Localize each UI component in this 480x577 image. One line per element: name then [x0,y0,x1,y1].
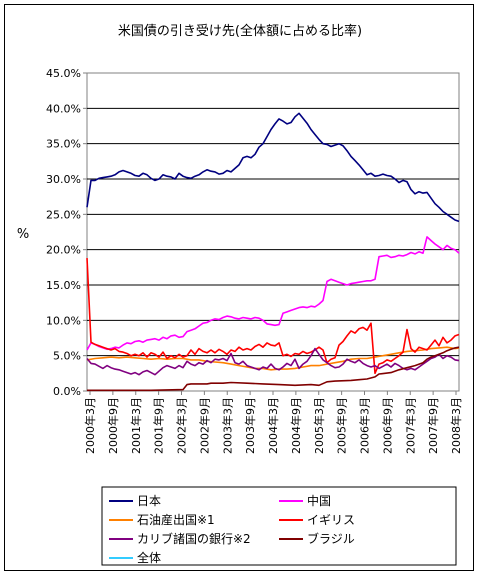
legend-label: イギリス [307,513,355,527]
x-tick-label: 2005年3月 [312,397,326,454]
x-tick-label: 2002年9月 [197,397,211,454]
x-tick-label: 2007年3月 [403,397,417,454]
x-tick-label: 2000年9月 [106,397,120,454]
legend-label: ブラジル [307,531,355,546]
x-tick-label: 2002年3月 [175,397,189,454]
x-tick-label: 2001年3月 [129,397,143,454]
y-tick-label: 0.0% [53,385,81,398]
legend-label: 中国 [307,493,331,508]
x-tick-label: 2000年3月 [83,397,97,454]
x-tick-label: 2003年3月 [220,397,234,454]
x-tick-label: 2007年9月 [426,397,440,454]
y-tick-label: 40.0% [46,102,81,115]
series-line-中国 [86,236,460,351]
y-tick-label: 45.0% [46,67,81,80]
x-tick-label: 2006年3月 [358,397,372,454]
y-tick-label: 25.0% [46,208,81,221]
series-line-ブラジル [87,346,460,392]
legend-label: 全体 [137,550,161,565]
series-line-カリブ諸国の銀行※2 [86,347,460,376]
legend-label: 石油産出国※1 [137,512,215,527]
x-tick-label: 2004年3月 [266,397,280,454]
y-tick-label: 20.0% [46,244,81,257]
series-line-石油産出国※1 [86,346,460,371]
plot-area [86,72,460,392]
x-tick-label: 2005年9月 [335,397,349,454]
chart-title: 米国債の引き受け先(全体額に占める比率) [118,23,362,39]
y-tick-label: 10.0% [46,314,81,327]
chart-frame: 米国債の引き受け先(全体額に占める比率) % 0.0% 5.0% 10.0% 15.0… [4,4,474,571]
y-tick-label: 15.0% [46,279,81,292]
x-tick-label: 2001年9月 [152,397,166,454]
x-tick-labels: 2000年3月 2000年9月 2001年3月 2001年9月 2002年3月 2002年… [83,397,463,454]
y-tick-label: 5.0% [53,350,81,363]
chart-canvas: 米国債の引き受け先(全体額に占める比率) % 0.0% 5.0% 10.0% 15.0… [17,23,463,566]
legend-label: 日本 [137,494,161,508]
series-layer [86,112,460,392]
y-tick-label: 30.0% [46,173,81,186]
x-tick-label: 2003年9月 [243,397,257,454]
series-line-イギリス [86,258,460,375]
series-line-日本 [86,112,460,223]
x-tick-label: 2008年3月 [449,397,463,454]
y-tick-labels: 0.0% 5.0% 10.0% 15.0% 20.0% 25.0% 30.0% 35.0% 40… [46,67,81,398]
y-axis-label: % [17,227,29,242]
y-tick-label: 35.0% [46,138,81,151]
legend-label: カリブ諸国の銀行※2 [137,531,251,546]
x-tick-label: 2004年9月 [289,397,303,454]
x-tick-label: 2006年9月 [380,397,394,454]
